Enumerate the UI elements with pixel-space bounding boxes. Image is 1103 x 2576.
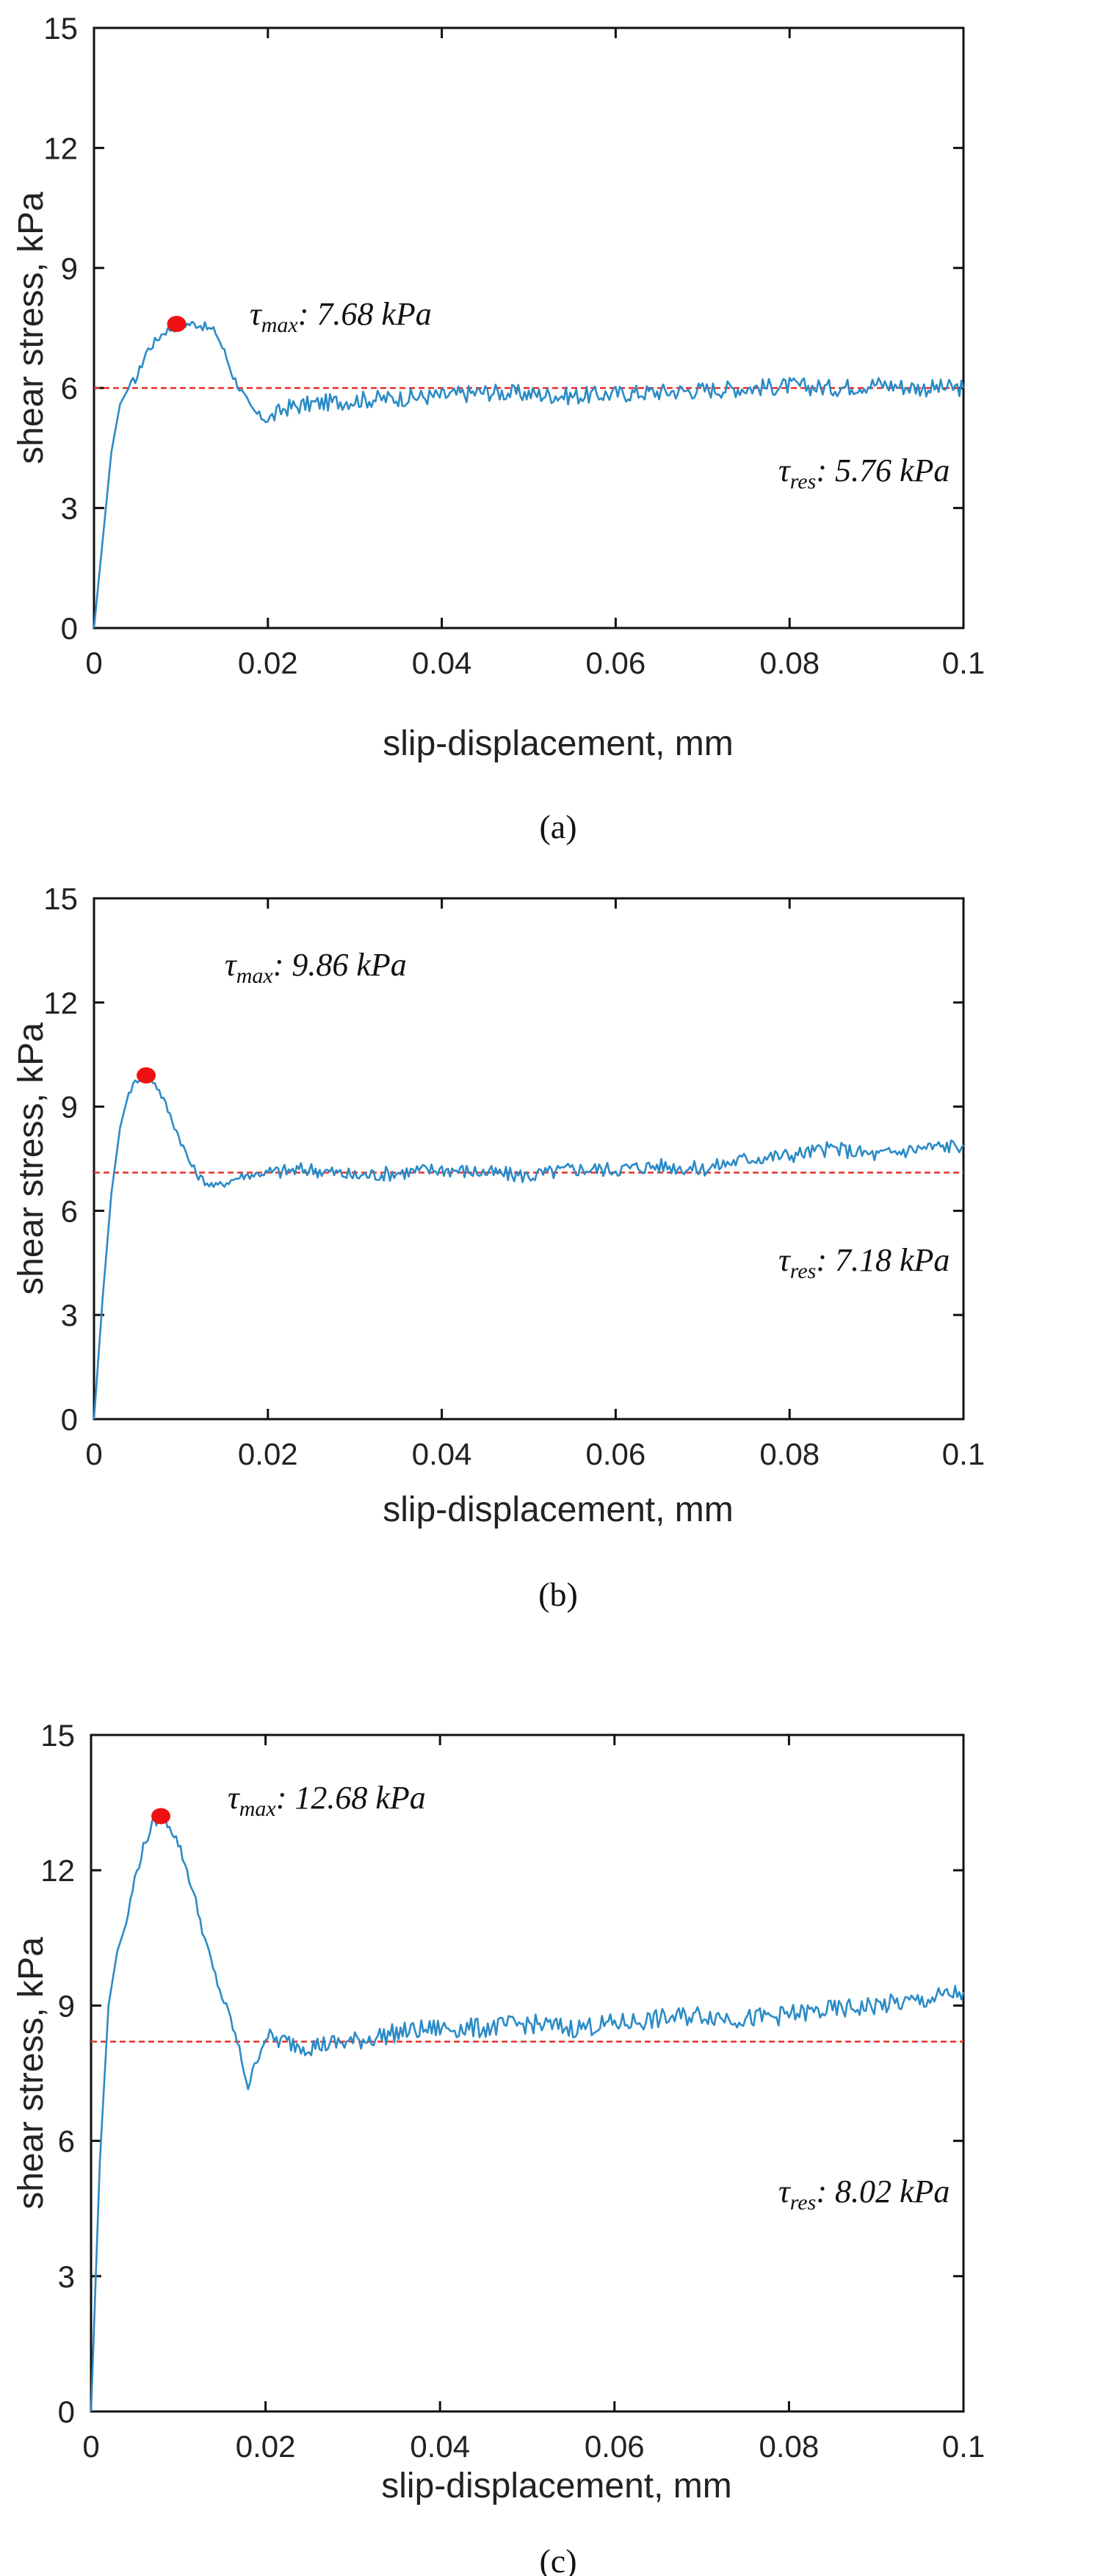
tau-res-value: : 8.02 kPa <box>816 2173 950 2209</box>
tau-max-subscript: max <box>236 964 274 988</box>
tau-res-value: : 5.76 kPa <box>816 452 950 488</box>
x-axis-label: slip-displacement, mm <box>383 1490 733 1529</box>
x-tick-label: 0.1 <box>942 1437 985 1471</box>
tau-max-symbol: τ <box>225 947 238 983</box>
x-tick-label: 0 <box>85 646 102 680</box>
tau-max-symbol: τ <box>228 1780 241 1816</box>
y-tick-label: 0 <box>61 611 78 646</box>
tau-max-value: : 7.68 kPa <box>298 296 432 332</box>
chart-panel-2: 0 3 6 9 12 15 0 0.02 0.04 0.06 0.08 0.1 slip-displac… <box>12 881 985 1613</box>
x-tick-label: 0.06 <box>586 1437 646 1471</box>
y-tick-label: 12 <box>43 986 78 1020</box>
tau-max-annotation: τmax: 12.68 kPa <box>228 1780 426 1821</box>
x-tick-label: 0.04 <box>412 646 472 680</box>
y-tick-label: 6 <box>61 371 78 405</box>
chart-panel-3: 0 3 6 9 12 15 0 0.02 0.04 0.06 0.08 0.1 slip-displac… <box>12 1718 985 2576</box>
y-tick-label: 3 <box>61 491 78 526</box>
peak-marker <box>151 1808 171 1825</box>
tau-max-subscript: max <box>261 313 299 337</box>
tau-res-annotation: τres: 8.02 kPa <box>778 2173 950 2215</box>
tau-res-value: : 7.18 kPa <box>816 1242 950 1278</box>
tau-res-subscript: res <box>790 1259 817 1283</box>
y-tick-label: 6 <box>61 1194 78 1228</box>
tau-res-symbol: τ <box>778 2173 792 2209</box>
shear-stress-series-line <box>93 1072 965 1420</box>
y-tick-label: 9 <box>58 1988 75 2023</box>
x-tick-label: 0 <box>82 2429 99 2464</box>
tau-res-subscript: res <box>790 2190 817 2215</box>
y-tick-label: 15 <box>43 881 78 916</box>
x-axis-label: slip-displacement, mm <box>381 2467 731 2505</box>
y-axis-label: shear stress, kPa <box>12 192 51 464</box>
tau-max-annotation: τmax: 7.68 kPa <box>250 296 432 337</box>
panel-caption: (b) <box>538 1576 578 1613</box>
x-tick-label: 0.04 <box>410 2429 470 2464</box>
tau-res-annotation: τres: 7.18 kPa <box>778 1242 950 1283</box>
y-tick-label: 9 <box>61 1090 78 1125</box>
x-tick-label: 0.08 <box>759 1437 820 1471</box>
panel-caption: (c) <box>539 2542 576 2576</box>
y-tick-label: 12 <box>40 1853 75 1888</box>
y-tick-label: 6 <box>58 2124 75 2159</box>
tau-res-symbol: τ <box>778 1242 792 1278</box>
y-tick-label: 3 <box>58 2259 75 2294</box>
y-tick-label: 12 <box>43 131 78 165</box>
peak-marker <box>167 316 187 333</box>
y-tick-label: 15 <box>43 11 78 46</box>
x-tick-label: 0.02 <box>236 2429 296 2464</box>
y-tick-label: 9 <box>61 251 78 286</box>
peak-marker <box>137 1067 156 1084</box>
y-tick-label: 0 <box>58 2395 75 2429</box>
x-tick-label: 0.02 <box>238 646 298 680</box>
plot-frame <box>90 1733 965 2413</box>
y-tick-label: 3 <box>61 1298 78 1332</box>
x-tick-label: 0.06 <box>585 2429 645 2464</box>
tau-max-symbol: τ <box>250 296 263 332</box>
plot-frame <box>93 26 965 629</box>
x-tick-label: 0.1 <box>942 646 985 680</box>
x-tick-label: 0.04 <box>412 1437 472 1471</box>
x-tick-label: 0.06 <box>586 646 646 680</box>
shear-stress-series-line <box>90 1813 965 2412</box>
tau-max-value: : 12.68 kPa <box>276 1780 426 1816</box>
tau-res-subscript: res <box>790 469 817 494</box>
x-tick-label: 0.1 <box>942 2429 985 2464</box>
x-tick-label: 0 <box>85 1437 102 1471</box>
tau-max-value: : 9.86 kPa <box>273 947 407 983</box>
tau-res-annotation: τres: 5.76 kPa <box>778 452 950 494</box>
shear-stress-series-line <box>93 320 965 629</box>
x-tick-label: 0.02 <box>238 1437 298 1471</box>
panel-caption: (a) <box>539 808 576 845</box>
y-axis-label: shear stress, kPa <box>12 1937 51 2209</box>
x-tick-label: 0.08 <box>759 646 820 680</box>
plot-frame <box>93 897 965 1421</box>
x-axis-label: slip-displacement, mm <box>383 724 733 763</box>
chart-panel-1: 0 3 6 9 12 15 0 0.02 0.04 0.06 0.08 0.1 slip-displac… <box>12 11 985 845</box>
y-axis-label: shear stress, kPa <box>12 1022 51 1295</box>
tau-res-symbol: τ <box>778 452 792 488</box>
x-tick-label: 0.08 <box>759 2429 820 2464</box>
y-tick-label: 15 <box>40 1718 75 1753</box>
tau-max-subscript: max <box>239 1797 277 1821</box>
y-tick-label: 0 <box>61 1402 78 1437</box>
tau-max-annotation: τmax: 9.86 kPa <box>225 947 407 988</box>
